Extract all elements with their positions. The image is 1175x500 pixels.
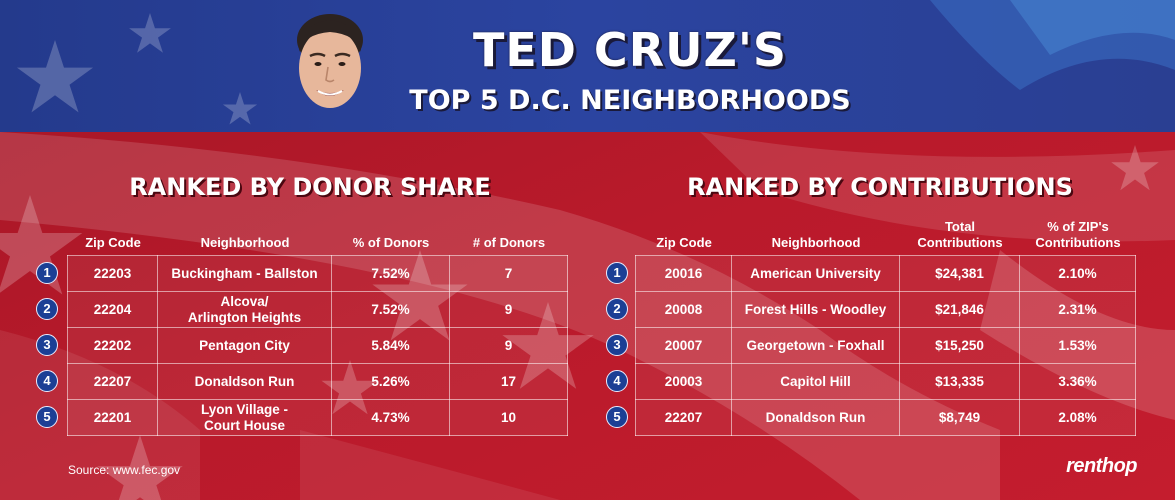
count-cell: 17 (449, 363, 568, 400)
zip-cell: 22201 (67, 399, 158, 436)
neighborhood-cell: Capitol Hill (731, 363, 900, 400)
neighborhood-cell: American University (731, 255, 900, 292)
page-title: TED CRUZ'S (472, 23, 788, 77)
neighborhood-cell: Buckingham - Ballston (157, 255, 332, 292)
share-cell: 2.08% (1019, 399, 1136, 436)
left-header-neighborhood: Neighborhood (200, 235, 290, 250)
neighborhood-line: Lyon Village - (200, 401, 289, 417)
neighborhood-cell: Donaldson Run (157, 363, 332, 400)
total-cell: $15,250 (899, 327, 1020, 364)
table-row: 20016 American University $24,381 2.10% (635, 255, 1136, 292)
count-cell: 9 (449, 327, 568, 364)
header-line: % of ZIP's (1047, 219, 1109, 234)
table-row: 22202 Pentagon City 5.84% 9 (67, 327, 568, 364)
table-row: 20008 Forest Hills - Woodley $21,846 2.3… (635, 291, 1136, 328)
rank-badge: 3 (606, 334, 628, 356)
rank-badge: 5 (606, 406, 628, 428)
count-cell: 10 (449, 399, 568, 436)
table-row: 20007 Georgetown - Foxhall $15,250 1.53% (635, 327, 1136, 364)
right-section-title: RANKED BY CONTRIBUTIONS (687, 173, 1073, 201)
share-cell: 1.53% (1019, 327, 1136, 364)
table-row: 22207 Donaldson Run $8,749 2.08% (635, 399, 1136, 436)
total-cell: $21,846 (899, 291, 1020, 328)
left-section-title: RANKED BY DONOR SHARE (129, 173, 491, 201)
share-cell: 2.10% (1019, 255, 1136, 292)
table-row: 22201 Lyon Village - Court House 4.73% 10 (67, 399, 568, 436)
table-row: 22207 Donaldson Run 5.26% 17 (67, 363, 568, 400)
neighborhood-line: Arlington Heights (187, 309, 302, 325)
right-header-share: % of ZIP's Contributions (1020, 219, 1136, 251)
neighborhood-cell: Donaldson Run (731, 399, 900, 436)
neighborhood-cell: Georgetown - Foxhall (731, 327, 900, 364)
share-cell: 2.31% (1019, 291, 1136, 328)
total-cell: $13,335 (899, 363, 1020, 400)
neighborhood-line: Pentagon City (199, 337, 290, 353)
rank-badge: 2 (606, 298, 628, 320)
zip-cell: 22207 (635, 399, 732, 436)
left-header-count: # of Donors (472, 235, 546, 250)
zip-cell: 20003 (635, 363, 732, 400)
rank-badge: 5 (36, 406, 58, 428)
percent-cell: 5.84% (331, 327, 450, 364)
rank-badge: 4 (36, 370, 58, 392)
table-row: 20003 Capitol Hill $13,335 3.36% (635, 363, 1136, 400)
header-line: Contributions (1035, 235, 1121, 250)
left-ranking-table: 22203 Buckingham - Ballston 7.52% 7 2220… (67, 255, 568, 436)
total-cell: $8,749 (899, 399, 1020, 436)
header-line: Contributions (917, 235, 1003, 250)
page-subtitle: TOP 5 D.C. NEIGHBORHOODS (409, 85, 851, 116)
percent-cell: 7.52% (331, 255, 450, 292)
percent-cell: 4.73% (331, 399, 450, 436)
rank-badge: 4 (606, 370, 628, 392)
zip-cell: 22207 (67, 363, 158, 400)
share-cell: 3.36% (1019, 363, 1136, 400)
neighborhood-cell: Alcova/Arlington Heights (157, 291, 332, 328)
zip-cell: 22204 (67, 291, 158, 328)
neighborhood-line: Alcova/ (220, 293, 269, 309)
candidate-portrait (297, 14, 363, 108)
zip-cell: 20007 (635, 327, 732, 364)
header-line: Total (944, 219, 976, 234)
left-header-zip: Zip Code (85, 235, 141, 250)
zip-cell: 22202 (67, 327, 158, 364)
right-header-total: Total Contributions (900, 219, 1020, 251)
zip-cell: 20016 (635, 255, 732, 292)
neighborhood-cell: Forest Hills - Woodley (731, 291, 900, 328)
source-note: Source: www.fec.gov (68, 463, 181, 477)
table-row: 22203 Buckingham - Ballston 7.52% 7 (67, 255, 568, 292)
renthop-logo: renthop (1066, 455, 1137, 477)
table-row: 22204 Alcova/Arlington Heights 7.52% 9 (67, 291, 568, 328)
neighborhood-line: Buckingham - Ballston (171, 265, 318, 281)
rank-badge: 2 (36, 298, 58, 320)
right-header-zip: Zip Code (656, 235, 712, 250)
rank-badge: 3 (36, 334, 58, 356)
zip-cell: 20008 (635, 291, 732, 328)
right-header-neighborhood: Neighborhood (771, 235, 861, 250)
percent-cell: 7.52% (331, 291, 450, 328)
rank-badge: 1 (36, 262, 58, 284)
left-header-percent: % of Donors (352, 235, 430, 250)
neighborhood-line: Court House (204, 417, 285, 433)
count-cell: 7 (449, 255, 568, 292)
neighborhood-cell: Lyon Village - Court House (157, 399, 332, 436)
neighborhood-line: Donaldson Run (194, 373, 295, 389)
zip-cell: 22203 (67, 255, 158, 292)
right-ranking-table: 20016 American University $24,381 2.10% … (635, 255, 1136, 436)
percent-cell: 5.26% (331, 363, 450, 400)
neighborhood-cell: Pentagon City (157, 327, 332, 364)
count-cell: 9 (449, 291, 568, 328)
total-cell: $24,381 (899, 255, 1020, 292)
rank-badge: 1 (606, 262, 628, 284)
